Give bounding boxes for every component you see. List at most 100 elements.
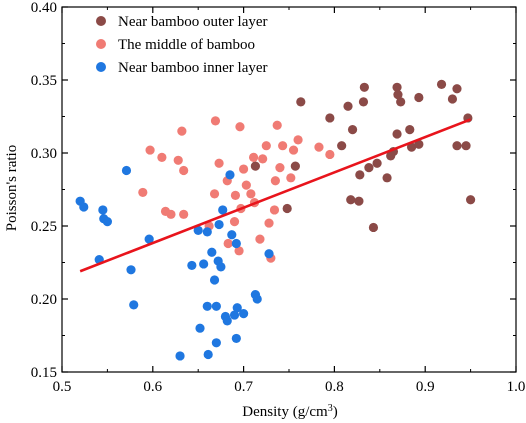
legend-label: Near bamboo inner layer xyxy=(118,60,268,76)
data-point xyxy=(177,126,187,136)
data-point xyxy=(173,155,183,165)
legend-marker xyxy=(96,39,106,49)
data-point xyxy=(193,225,203,235)
data-point xyxy=(203,349,213,360)
data-point xyxy=(223,238,233,249)
data-point xyxy=(269,205,280,215)
data-point xyxy=(175,351,185,361)
data-point xyxy=(293,135,303,145)
data-point xyxy=(286,173,296,183)
data-point xyxy=(264,249,274,259)
x-tick-label: 0.8 xyxy=(325,379,344,395)
data-point xyxy=(209,189,220,199)
series-3 xyxy=(75,165,274,361)
data-point xyxy=(209,275,220,285)
data-point xyxy=(145,145,155,155)
data-point xyxy=(436,79,447,89)
y-tick-label: 0.20 xyxy=(31,292,57,308)
data-point xyxy=(258,154,268,164)
data-point xyxy=(246,189,256,199)
data-point xyxy=(232,303,242,313)
data-point xyxy=(102,217,112,227)
data-point xyxy=(392,82,402,92)
data-point xyxy=(447,94,458,104)
data-point xyxy=(393,90,403,100)
data-point xyxy=(282,203,292,214)
data-point xyxy=(129,300,139,310)
data-point xyxy=(452,84,462,94)
data-point xyxy=(343,101,353,111)
data-point xyxy=(98,205,108,215)
data-point xyxy=(179,209,189,219)
data-point xyxy=(199,259,209,269)
data-point xyxy=(230,190,241,200)
data-point xyxy=(202,227,212,237)
y-tick-label: 0.35 xyxy=(31,73,57,89)
data-point xyxy=(166,209,176,219)
data-point xyxy=(358,97,369,107)
y-tick-label: 0.40 xyxy=(31,0,57,16)
data-point xyxy=(144,234,154,244)
data-point xyxy=(121,165,132,176)
data-point xyxy=(296,97,306,107)
data-point xyxy=(239,309,249,319)
data-point xyxy=(239,164,249,174)
x-axis-title-tail: ) xyxy=(333,404,338,420)
legend-item: Near bamboo outer layer xyxy=(96,14,268,30)
data-point xyxy=(382,173,392,183)
data-point xyxy=(231,238,241,249)
x-tick-label: 0.9 xyxy=(416,379,435,395)
data-point xyxy=(452,141,462,151)
data-point xyxy=(337,141,347,151)
data-point xyxy=(270,176,280,186)
data-point xyxy=(231,333,241,344)
data-point xyxy=(359,82,369,92)
x-tick-label: 0.7 xyxy=(234,379,253,395)
data-point xyxy=(252,294,262,304)
x-tick-label: 0.6 xyxy=(143,379,162,395)
data-point xyxy=(325,149,335,160)
x-axis-title-sup: 3 xyxy=(328,403,333,414)
data-point xyxy=(278,141,288,151)
y-axis-title: Poisson's ratio xyxy=(4,145,20,231)
axes: 0.5 0.6 0.7 0.8 0.9 1.0 0.15 0.20 0.25 0.30 0.35 0.… xyxy=(31,0,526,395)
data-point xyxy=(211,301,221,311)
x-axis-title: Density (g/cm3) xyxy=(242,403,337,421)
data-point xyxy=(372,158,382,168)
series-1 xyxy=(250,79,476,233)
data-point xyxy=(275,163,285,173)
series-2 xyxy=(138,116,335,263)
data-point xyxy=(227,230,237,240)
data-point xyxy=(214,158,224,168)
data-point xyxy=(354,196,364,206)
data-point xyxy=(414,139,424,149)
legend-marker xyxy=(96,16,106,26)
data-point xyxy=(466,195,476,205)
data-point xyxy=(414,92,424,103)
data-point xyxy=(202,301,212,311)
data-point xyxy=(290,161,300,171)
data-point xyxy=(248,152,259,162)
data-point xyxy=(368,222,379,233)
data-point xyxy=(261,141,271,151)
data-point xyxy=(461,141,471,151)
fit-line xyxy=(79,118,472,273)
legend-marker xyxy=(96,62,106,72)
legend-item: Near bamboo inner layer xyxy=(96,60,268,76)
x-tick-label: 0.5 xyxy=(53,379,72,395)
data-point xyxy=(211,338,221,348)
data-point xyxy=(225,170,235,180)
data-point xyxy=(229,217,240,227)
data-point xyxy=(264,218,274,228)
data-point xyxy=(355,170,365,180)
data-point xyxy=(392,129,402,139)
data-point xyxy=(405,125,415,135)
data-point xyxy=(126,265,136,275)
data-point xyxy=(218,205,228,215)
data-point xyxy=(222,316,232,326)
y-tick-label: 0.25 xyxy=(31,219,57,235)
data-point xyxy=(138,187,148,198)
data-point xyxy=(79,202,89,212)
data-point xyxy=(288,145,299,155)
